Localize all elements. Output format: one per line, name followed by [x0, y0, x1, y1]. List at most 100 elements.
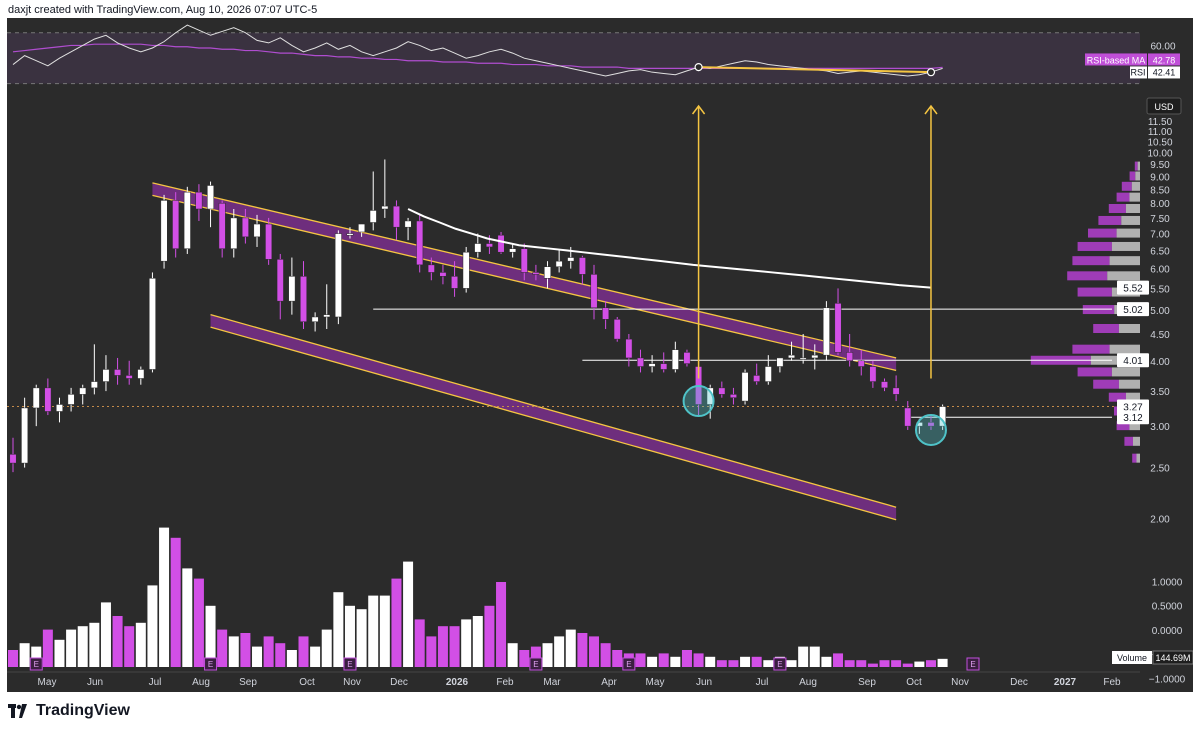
- channel-lower-top-line: [210, 314, 897, 508]
- rsi-ma-label: RSI-based MA: [1087, 55, 1146, 65]
- volume-bar: [879, 660, 890, 667]
- volume-bar: [100, 602, 111, 667]
- earnings-marker: [529, 657, 543, 671]
- candle-down: [172, 200, 180, 249]
- volume-bar: [914, 661, 925, 667]
- candle-up: [939, 406, 947, 427]
- candle-down: [416, 220, 424, 266]
- volume-bar: [635, 653, 646, 667]
- volume-bar: [751, 656, 762, 667]
- candle-down: [195, 191, 203, 210]
- volume-bar: [217, 629, 228, 667]
- candle-up: [230, 217, 238, 249]
- rsi-label-bg: [1130, 66, 1147, 79]
- earnings-marker: [29, 657, 43, 671]
- volume-bar: [310, 646, 321, 667]
- volume-profile-bar-up: [1077, 367, 1112, 377]
- price-tick-label: 7.00: [1150, 230, 1170, 241]
- volume-bar: [8, 650, 18, 667]
- volume-profile-bar-up: [1121, 181, 1132, 191]
- candle-down: [834, 303, 842, 353]
- volume-bar: [740, 656, 751, 667]
- volume-profile-bar-up: [1077, 241, 1112, 251]
- volume-bar: [112, 616, 123, 667]
- candle-down: [497, 234, 505, 253]
- volume-profile-bar-down: [1109, 344, 1140, 354]
- volume-bar: [286, 650, 297, 667]
- volume-label-bg: [1112, 651, 1152, 664]
- rsi-ma-value-bg: [1148, 53, 1180, 66]
- volume-profile-bar-up: [1072, 256, 1110, 266]
- earnings-marker-label: E: [208, 660, 213, 669]
- volume-bar: [66, 629, 77, 667]
- volume-bar: [205, 605, 216, 667]
- candle-up: [67, 394, 75, 405]
- time-axis-label: May: [646, 677, 665, 688]
- earnings-marker: [204, 657, 218, 671]
- volume-bar: [658, 653, 669, 667]
- volume-profile-bar-up: [1129, 171, 1136, 181]
- volume-profile-bar-down: [1107, 271, 1140, 281]
- time-axis-label: Aug: [192, 677, 210, 688]
- future-earnings-marker-label: E: [970, 660, 975, 669]
- volume-profile-bar-up: [1093, 379, 1119, 389]
- volume-bar: [391, 578, 402, 667]
- candle-up: [148, 278, 156, 370]
- time-axis-label: Jul: [149, 677, 162, 688]
- candle-up: [207, 185, 214, 210]
- candle-up: [323, 314, 331, 318]
- earnings-marker-label: E: [34, 660, 39, 669]
- volume-profile-bar-down: [1137, 161, 1140, 171]
- candle-down: [718, 387, 726, 395]
- volume-profile-bar-down: [1129, 421, 1140, 431]
- volume-bar: [867, 663, 878, 667]
- rsi-value: 42.41: [1153, 67, 1176, 77]
- time-axis-label: Jun: [696, 677, 712, 688]
- price-label-text: 5.02: [1123, 305, 1143, 316]
- volume-bar: [193, 578, 204, 667]
- volume-bar: [54, 639, 65, 667]
- volume-bar: [844, 660, 855, 667]
- candle-down: [427, 264, 435, 273]
- volume-profile-bar-down: [1129, 192, 1140, 202]
- candle-down: [114, 369, 122, 376]
- volume-bar: [426, 636, 437, 667]
- candle-down: [393, 205, 400, 228]
- volume-bar: [147, 585, 158, 667]
- price-label-text: 5.52: [1123, 284, 1143, 295]
- volume-bar: [170, 537, 181, 667]
- volume-bar: [135, 622, 146, 667]
- rsi-pivot-marker: [694, 62, 703, 72]
- volume-bar: [496, 582, 507, 667]
- candle-down: [892, 387, 900, 395]
- pivot-circle-marker: [682, 385, 715, 418]
- volume-bar: [833, 653, 844, 667]
- price-label-bg: [1117, 410, 1149, 425]
- candle-up: [183, 191, 191, 249]
- divergence-arrow-head: [924, 104, 938, 115]
- candle-down: [729, 394, 737, 398]
- moving-average-line: [407, 208, 932, 289]
- volume-profile-bar-down: [1125, 203, 1140, 213]
- price-tick-label: 6.50: [1150, 246, 1170, 257]
- volume-bar: [728, 660, 739, 667]
- volume-bar: [798, 646, 809, 667]
- candle-up: [334, 233, 342, 318]
- volume-bar: [89, 622, 100, 667]
- volume-bar: [600, 643, 611, 667]
- earnings-marker-label: E: [533, 660, 538, 669]
- volume-bar: [612, 650, 623, 667]
- price-tick-label: 11.50: [1148, 117, 1173, 128]
- candle-up: [671, 349, 679, 370]
- volume-tick-label: 1.0000: [1152, 577, 1183, 588]
- candle-up: [79, 387, 87, 395]
- candle-up: [21, 407, 29, 464]
- candle-up: [776, 357, 784, 367]
- price-tick-label: 11.00: [1148, 127, 1173, 138]
- candle-down: [846, 352, 854, 362]
- volume-profile-bar-down: [1118, 324, 1140, 334]
- volume-bar: [554, 636, 565, 667]
- volume-bar: [379, 595, 390, 667]
- time-axis-label: Nov: [343, 677, 361, 688]
